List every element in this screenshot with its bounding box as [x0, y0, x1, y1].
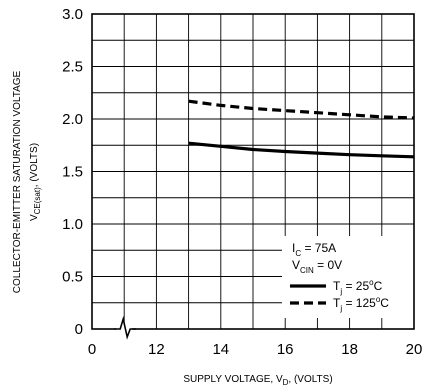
- x-axis-label-prefix: SUPPLY VOLTAGE, V: [183, 374, 283, 385]
- tick-labels: 0 12 14 16 18 20 0 0.5 1.0 1.5 2.0 2.5 3.0: [62, 6, 422, 358]
- x-axis-label-sub: D: [283, 378, 289, 387]
- x-tick-label: 16: [277, 341, 294, 358]
- y-axis-label-line2: VCE(sat), (VOLTS): [29, 143, 42, 221]
- x-tick-label: 0: [88, 341, 96, 358]
- y-tick-label: 1.5: [62, 164, 83, 181]
- axes: [91, 13, 415, 340]
- legend-condition: IC = 75A: [292, 241, 336, 258]
- legend-condition: VCIN = 0V: [292, 258, 342, 275]
- x-tick-label: 20: [406, 341, 423, 358]
- y-tick-label: 0.5: [62, 269, 83, 286]
- x-axis-label-suffix: , (VOLTS): [288, 374, 332, 385]
- series-line-solid: [188, 141, 415, 159]
- axis-break-gap: [116, 325, 133, 333]
- series-lines: [188, 99, 415, 159]
- axis-break-mark: [114, 315, 137, 340]
- x-axis-label: SUPPLY VOLTAGE, VD, (VOLTS): [183, 374, 332, 387]
- x-tick-label: 18: [341, 341, 358, 358]
- x-tick-label: 12: [148, 341, 165, 358]
- x-tick-label: 14: [212, 341, 229, 358]
- legend-entry: Tj = 25oC: [333, 278, 383, 296]
- plot-frame: [91, 13, 415, 330]
- y-axis-label-line2-suffix: , (VOLTS): [29, 143, 40, 187]
- series-line-dashed: [188, 99, 415, 120]
- y-axis-label-line1: COLLECTOR-EMITTER SATURATION VOLTAGE: [12, 70, 23, 293]
- y-tick-label: 1.0: [62, 216, 83, 233]
- y-tick-label: 2.0: [62, 111, 83, 128]
- y-tick-label: 2.5: [62, 59, 83, 76]
- y-tick-label: 0: [75, 321, 83, 338]
- y-axis-label-line2-prefix: V: [29, 214, 40, 221]
- y-axis-label-line2-sub: CE(sat): [33, 187, 42, 214]
- y-tick-label: 3.0: [62, 6, 83, 23]
- legend-entry: Tj = 125oC: [333, 295, 389, 313]
